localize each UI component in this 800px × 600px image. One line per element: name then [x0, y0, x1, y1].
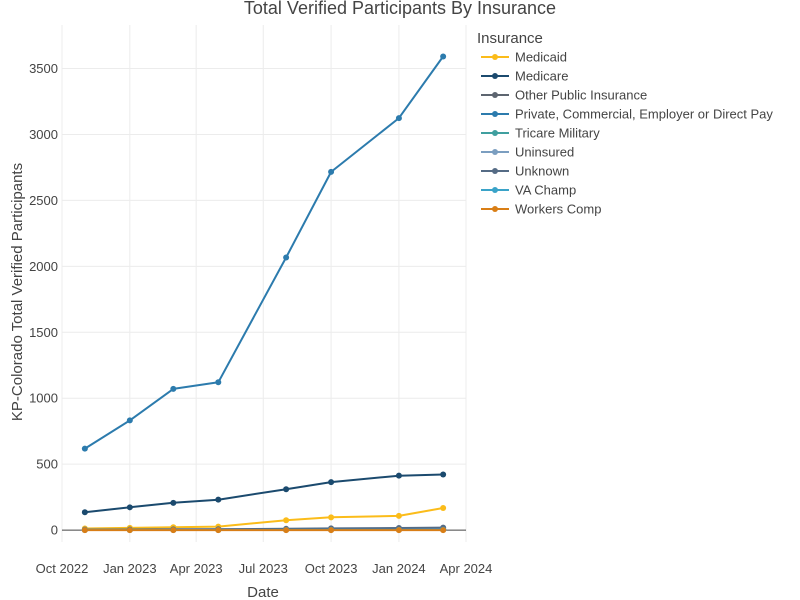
series-line-1: [84, 473, 444, 514]
data-point: [328, 479, 335, 486]
legend-item[interactable]: Other Public Insurance: [481, 88, 647, 103]
x-tick-label: Apr 2023: [170, 561, 223, 576]
legend-swatch-marker: [492, 206, 498, 212]
y-tick-label: 2000: [29, 259, 58, 274]
y-tick-label: 1500: [29, 325, 58, 340]
y-tick-label: 500: [36, 457, 58, 472]
legend-swatch-marker: [492, 92, 498, 98]
series-lines: [84, 55, 444, 532]
legend-item[interactable]: Unknown: [481, 164, 569, 179]
data-point: [283, 486, 290, 493]
series-line-0: [84, 507, 444, 530]
y-axis-title: KP-Colorado Total Verified Participants: [9, 163, 26, 421]
legend-swatch-marker: [492, 73, 498, 79]
data-point: [170, 527, 177, 534]
x-tick-label: Jan 2024: [372, 561, 426, 576]
legend-swatch-marker: [492, 54, 498, 60]
data-point: [395, 472, 402, 479]
data-point: [215, 496, 222, 503]
data-point: [215, 527, 222, 534]
legend-label: Medicaid: [515, 50, 567, 65]
legend-item[interactable]: VA Champ: [481, 183, 576, 198]
data-point: [440, 471, 447, 478]
x-axis-title: Date: [247, 584, 279, 600]
x-tick-label: Oct 2022: [36, 561, 89, 576]
legend-swatch-marker: [492, 187, 498, 193]
legend-swatch-marker: [492, 130, 498, 136]
data-point: [395, 115, 402, 122]
data-point: [126, 504, 133, 511]
data-point: [395, 512, 402, 519]
y-tick-label: 3000: [29, 127, 58, 142]
legend-swatch-marker: [492, 111, 498, 117]
legend: Medicaid Medicare Other Public Insurance Pr…: [481, 50, 773, 217]
x-axis-ticks: Oct 2022 Jan 2023 Apr 2023 Jul 2023 Oct 2023…: [36, 561, 493, 576]
data-point: [215, 379, 222, 386]
data-point: [440, 53, 447, 60]
gridlines: [61, 25, 467, 542]
legend-label: Private, Commercial, Employer or Direct …: [515, 107, 773, 122]
legend-label: Tricare Military: [515, 126, 600, 141]
x-tick-label: Oct 2023: [305, 561, 358, 576]
series-line-3: [84, 55, 444, 450]
legend-item[interactable]: Medicaid: [481, 50, 567, 65]
data-point: [126, 527, 133, 534]
chart-title: Total Verified Participants By Insurance: [244, 0, 556, 18]
data-point: [81, 527, 88, 534]
data-point: [81, 445, 88, 452]
x-tick-label: Jul 2023: [239, 561, 288, 576]
y-axis-ticks: 0 500 1000 1500 2000 2500 3000 3500: [29, 61, 58, 538]
legend-label: Medicare: [515, 69, 568, 84]
y-tick-label: 0: [51, 523, 58, 538]
x-tick-label: Apr 2024: [440, 561, 493, 576]
legend-item[interactable]: Tricare Military: [481, 126, 600, 141]
y-tick-label: 1000: [29, 391, 58, 406]
legend-item[interactable]: Uninsured: [481, 145, 574, 160]
legend-swatch-marker: [492, 168, 498, 174]
data-point: [283, 517, 290, 524]
y-tick-label: 2500: [29, 193, 58, 208]
data-point: [81, 509, 88, 516]
data-point: [283, 254, 290, 261]
data-point: [283, 527, 290, 534]
y-tick-label: 3500: [29, 61, 58, 76]
legend-item[interactable]: Private, Commercial, Employer or Direct …: [481, 107, 773, 122]
series-points: [81, 53, 447, 534]
x-tick-label: Jan 2023: [103, 561, 157, 576]
legend-label: Workers Comp: [515, 202, 601, 217]
data-point: [440, 504, 447, 511]
data-point: [328, 168, 335, 175]
legend-label: Uninsured: [515, 145, 574, 160]
data-point: [328, 527, 335, 534]
data-point: [170, 499, 177, 506]
legend-item[interactable]: Medicare: [481, 69, 568, 84]
data-point: [395, 527, 402, 534]
legend-item[interactable]: Workers Comp: [481, 202, 601, 217]
data-point: [328, 514, 335, 521]
legend-title: Insurance: [477, 30, 543, 47]
legend-label: VA Champ: [515, 183, 576, 198]
legend-label: Unknown: [515, 164, 569, 179]
legend-swatch-marker: [492, 149, 498, 155]
data-point: [126, 417, 133, 424]
data-point: [440, 527, 447, 534]
data-point: [170, 385, 177, 392]
legend-label: Other Public Insurance: [515, 88, 647, 103]
